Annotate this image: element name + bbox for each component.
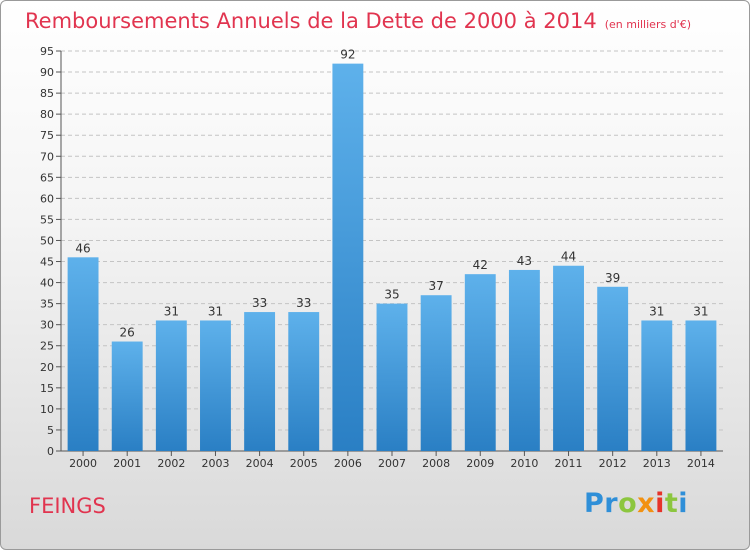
bar bbox=[155, 320, 187, 451]
x-tick-label: 2001 bbox=[113, 457, 141, 470]
bar bbox=[67, 257, 99, 451]
bar bbox=[597, 286, 629, 451]
bar-value-label: 26 bbox=[120, 326, 135, 340]
bar-value-label: 33 bbox=[296, 296, 311, 310]
y-tick-label: 85 bbox=[40, 87, 54, 100]
commune-name: FEINGS bbox=[29, 494, 106, 518]
y-tick-label: 0 bbox=[47, 445, 54, 458]
chart-title-text: Remboursements Annuels de la Dette de 20… bbox=[25, 9, 597, 33]
y-tick-label: 75 bbox=[40, 129, 54, 142]
y-tick-label: 70 bbox=[40, 150, 54, 163]
x-tick-label: 2006 bbox=[334, 457, 362, 470]
y-tick-label: 30 bbox=[40, 319, 54, 332]
bar-value-label: 31 bbox=[693, 304, 708, 318]
bar-value-label: 31 bbox=[164, 304, 179, 318]
bar bbox=[464, 274, 496, 451]
chart-unit: (en milliers d'€) bbox=[604, 18, 691, 31]
x-tick-label: 2008 bbox=[422, 457, 450, 470]
logo-part: x bbox=[637, 488, 656, 519]
proxiti-logo[interactable]: Proxiti bbox=[584, 488, 688, 519]
x-tick-label: 2010 bbox=[510, 457, 538, 470]
y-tick-label: 20 bbox=[40, 361, 54, 374]
x-tick-label: 2000 bbox=[69, 457, 97, 470]
bar bbox=[685, 320, 717, 451]
x-tick-label: 2012 bbox=[599, 457, 627, 470]
x-tick-label: 2011 bbox=[555, 457, 583, 470]
x-tick-label: 2004 bbox=[246, 457, 274, 470]
logo-part: o bbox=[618, 488, 638, 519]
bar-value-label: 31 bbox=[208, 304, 223, 318]
y-tick-label: 95 bbox=[40, 45, 54, 58]
y-tick-label: 50 bbox=[40, 234, 54, 247]
x-tick-label: 2014 bbox=[687, 457, 715, 470]
y-tick-label: 60 bbox=[40, 192, 54, 205]
bar bbox=[508, 269, 540, 451]
y-tick-label: 5 bbox=[47, 424, 54, 437]
bar-value-label: 43 bbox=[517, 254, 532, 268]
bar bbox=[111, 341, 143, 451]
logo-part: i bbox=[678, 488, 689, 519]
bar bbox=[420, 295, 452, 451]
y-tick-label: 35 bbox=[40, 298, 54, 311]
x-tick-label: 2013 bbox=[643, 457, 671, 470]
bar-value-label: 92 bbox=[340, 48, 355, 62]
bar-value-label: 31 bbox=[649, 304, 664, 318]
y-tick-label: 90 bbox=[40, 66, 54, 79]
bar-value-label: 44 bbox=[561, 250, 576, 264]
bar-value-label: 37 bbox=[428, 279, 443, 293]
y-tick-label: 40 bbox=[40, 277, 54, 290]
x-tick-label: 2003 bbox=[201, 457, 229, 470]
bar-value-label: 42 bbox=[473, 258, 488, 272]
x-tick-label: 2002 bbox=[157, 457, 185, 470]
x-tick-label: 2005 bbox=[290, 457, 318, 470]
bar-value-label: 39 bbox=[605, 271, 620, 285]
bar-value-label: 35 bbox=[384, 288, 399, 302]
y-tick-label: 55 bbox=[40, 213, 54, 226]
bar bbox=[244, 312, 276, 451]
x-tick-label: 2007 bbox=[378, 457, 406, 470]
logo-part: i bbox=[655, 488, 665, 519]
x-tick-label: 2009 bbox=[466, 457, 494, 470]
bar-value-label: 46 bbox=[75, 241, 90, 255]
bar bbox=[553, 265, 584, 451]
logo-part: t bbox=[664, 488, 679, 519]
y-tick-label: 80 bbox=[40, 108, 54, 121]
y-tick-label: 10 bbox=[40, 403, 54, 416]
bar bbox=[376, 303, 408, 451]
bar bbox=[641, 320, 673, 451]
y-tick-label: 25 bbox=[40, 340, 54, 353]
y-tick-label: 65 bbox=[40, 171, 54, 184]
y-tick-label: 45 bbox=[40, 256, 54, 269]
bar bbox=[288, 312, 320, 451]
bar-value-label: 33 bbox=[252, 296, 267, 310]
bar bbox=[332, 63, 364, 451]
chart-title: Remboursements Annuels de la Dette de 20… bbox=[25, 9, 691, 33]
logo-part: Pr bbox=[584, 488, 619, 519]
y-tick-label: 15 bbox=[40, 382, 54, 395]
bar bbox=[200, 320, 231, 451]
